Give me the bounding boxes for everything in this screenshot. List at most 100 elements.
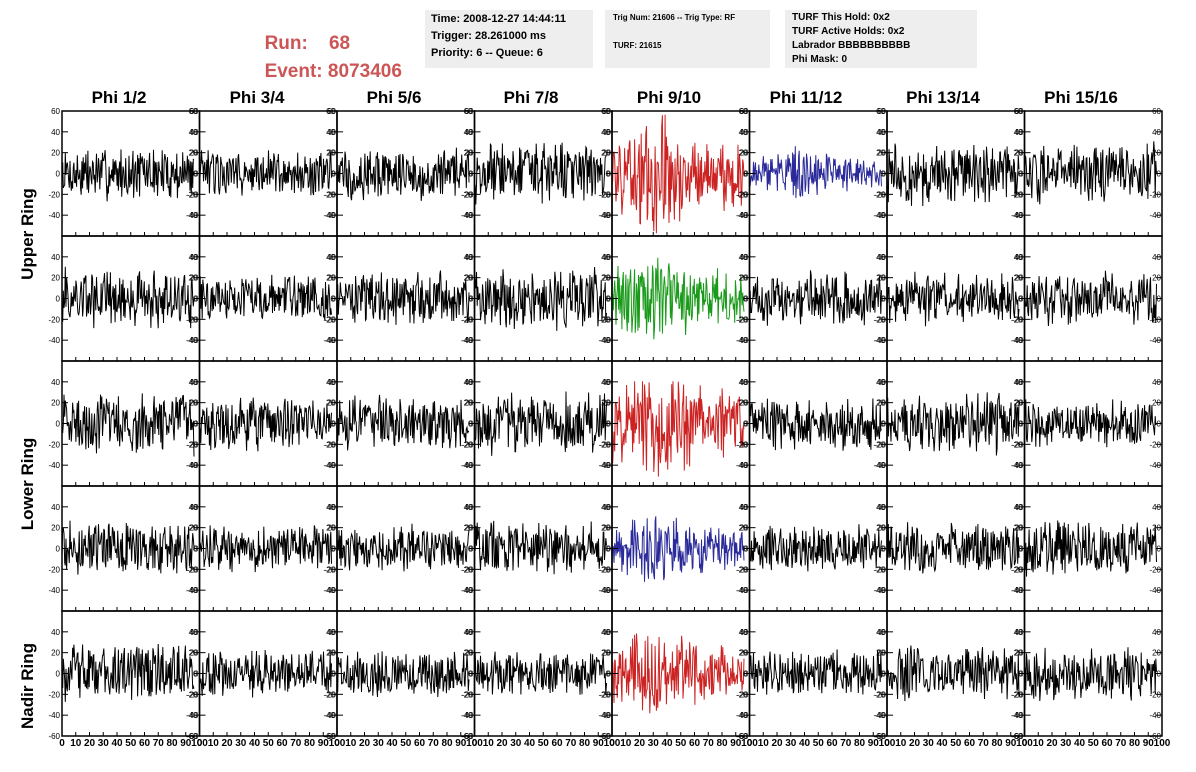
- y-tick-label: -20: [1012, 440, 1024, 449]
- y-tick-label: 40: [51, 628, 60, 637]
- y-tick-label: -20: [874, 440, 886, 449]
- y-tick-label: 0: [743, 670, 748, 679]
- y-tick-label: 60: [189, 107, 198, 116]
- y-tick-label: 0: [193, 420, 198, 429]
- y-tick-label: 20: [877, 399, 886, 408]
- waveform-trace-r1-c4: [474, 142, 607, 205]
- y-tick-label: 40: [465, 253, 474, 262]
- y-tick-label: -60: [461, 732, 473, 741]
- y-tick-label: 0: [743, 545, 748, 554]
- y-tick-label: 40: [877, 253, 886, 262]
- y-tick-label: 20: [877, 149, 886, 158]
- y-tick-label: 40: [877, 128, 886, 137]
- y-tick-label: 40: [464, 628, 473, 637]
- x-tick-label: 90: [1005, 738, 1017, 749]
- priority-text: Priority: 6 -- Queue: 6: [431, 47, 543, 59]
- y-tick-label: 40: [327, 378, 336, 387]
- y-tick-label: 0: [469, 295, 474, 304]
- y-tick-label: -40: [323, 336, 335, 345]
- y-tick-label: -40: [737, 336, 749, 345]
- y-tick-label: 40: [190, 378, 199, 387]
- y-tick-label: 0: [194, 670, 199, 679]
- x-tick-label: 50: [125, 738, 137, 749]
- y-tick-label: 20: [465, 274, 474, 283]
- trig-info-panel: Trig Num: 21606 -- Trig Type: RF TURF: 2…: [605, 10, 770, 68]
- y-tick-label: -40: [324, 336, 336, 345]
- y-tick-label: 40: [740, 253, 749, 262]
- y-tick-label: -40: [324, 211, 336, 220]
- x-tick-label: 10: [620, 738, 632, 749]
- x-tick-label: 90: [318, 738, 330, 749]
- y-tick-label: 20: [1152, 524, 1161, 533]
- y-tick-label: -20: [1011, 690, 1023, 699]
- y-tick-label: -20: [48, 690, 60, 699]
- y-tick-label: 0: [607, 670, 612, 679]
- x-tick-label: 60: [139, 738, 151, 749]
- y-tick-label: 0: [1019, 420, 1024, 429]
- y-tick-label: 0: [1157, 545, 1162, 554]
- y-tick-label: -60: [737, 732, 749, 741]
- x-tick-label: 20: [84, 738, 96, 749]
- y-tick-label: -20: [598, 690, 610, 699]
- y-tick-label: 20: [326, 649, 335, 658]
- y-tick-label: 20: [326, 524, 335, 533]
- y-tick-label: -20: [873, 315, 885, 324]
- y-tick-label: -20: [874, 190, 886, 199]
- y-tick-label: 20: [1014, 274, 1023, 283]
- trig-num-text: Trig Num: 21606 -- Trig Type: RF: [613, 13, 736, 22]
- y-tick-label: -20: [1012, 315, 1024, 324]
- waveform-trace-r3-c3: [336, 394, 470, 451]
- y-tick-label: -20: [323, 315, 335, 324]
- y-tick-label: 0: [331, 670, 336, 679]
- y-tick-label: 20: [1015, 399, 1024, 408]
- waveform-trace-r3-c4: [474, 391, 607, 456]
- y-tick-label: 20: [1015, 149, 1024, 158]
- column-header-4: Phi 7/8: [503, 88, 559, 107]
- y-tick-label: -40: [462, 586, 474, 595]
- event-label: Event:: [264, 61, 323, 82]
- waveform-trace-r2-c7: [886, 271, 1020, 327]
- y-tick-label: 20: [876, 274, 885, 283]
- y-tick-label: -40: [48, 711, 60, 720]
- x-tick-label: 80: [166, 738, 178, 749]
- x-tick-label: 100: [1154, 738, 1171, 749]
- y-tick-label: 0: [332, 670, 337, 679]
- y-tick-label: 40: [601, 378, 610, 387]
- y-tick-label: -40: [186, 336, 198, 345]
- y-tick-label: 40: [326, 253, 335, 262]
- y-tick-label: -40: [187, 336, 199, 345]
- y-tick-label: 40: [189, 503, 198, 512]
- y-tick-label: 0: [881, 295, 886, 304]
- y-tick-label: 0: [607, 420, 612, 429]
- y-tick-label: 40: [739, 503, 748, 512]
- y-tick-label: 60: [1015, 107, 1024, 116]
- y-tick-label: 40: [876, 253, 885, 262]
- y-tick-label: 20: [189, 399, 198, 408]
- y-tick-label: 0: [332, 170, 337, 179]
- x-tick-label: 10: [345, 738, 357, 749]
- y-tick-label: 0: [331, 420, 336, 429]
- y-tick-label: 20: [739, 149, 748, 158]
- y-tick-label: -20: [598, 315, 610, 324]
- run-line: Run: 68: [254, 8, 351, 56]
- y-tick-label: 60: [1152, 107, 1161, 116]
- x-tick-label: 40: [249, 738, 261, 749]
- y-tick-label: 20: [601, 649, 610, 658]
- y-tick-label: 20: [601, 149, 610, 158]
- x-tick-label: 60: [1101, 738, 1113, 749]
- y-tick-label: 40: [190, 628, 199, 637]
- y-tick-label: 0: [1019, 295, 1024, 304]
- y-tick-label: 20: [739, 524, 748, 533]
- y-tick-label: -20: [324, 315, 336, 324]
- y-tick-label: 0: [744, 295, 749, 304]
- y-tick-label: 0: [1157, 170, 1162, 179]
- y-tick-label: -20: [187, 440, 199, 449]
- y-tick-label: -20: [1149, 440, 1161, 449]
- y-tick-label: 40: [877, 378, 886, 387]
- y-tick-label: 40: [464, 503, 473, 512]
- y-tick-label: 20: [1152, 149, 1161, 158]
- x-tick-label: 80: [579, 738, 591, 749]
- y-tick-label: 40: [1015, 378, 1024, 387]
- y-tick-label: 0: [607, 545, 612, 554]
- y-tick-label: -40: [186, 461, 198, 470]
